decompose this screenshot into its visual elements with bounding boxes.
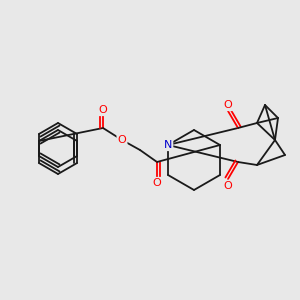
- Text: O: O: [99, 105, 107, 115]
- Text: O: O: [118, 135, 126, 145]
- Text: O: O: [224, 100, 232, 110]
- Text: O: O: [153, 178, 161, 188]
- Text: O: O: [224, 181, 232, 191]
- Text: N: N: [164, 140, 172, 150]
